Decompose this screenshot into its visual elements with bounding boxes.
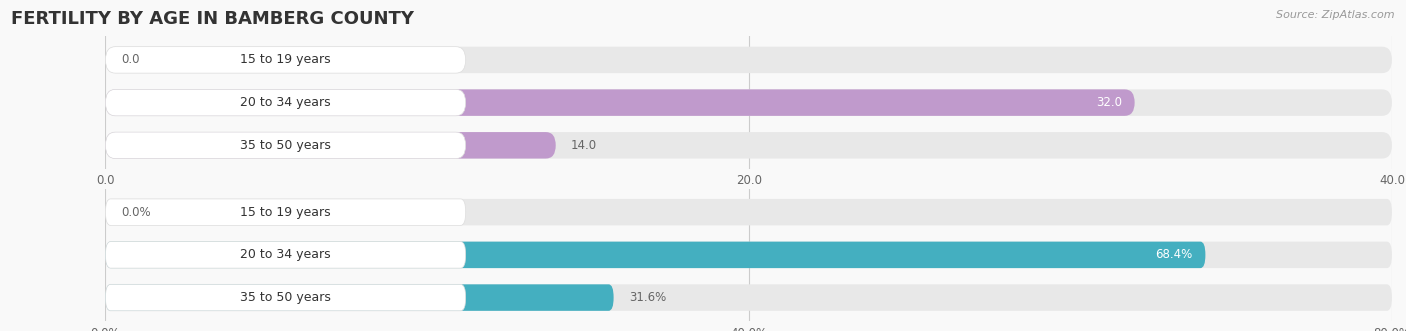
- FancyBboxPatch shape: [105, 284, 465, 311]
- FancyBboxPatch shape: [105, 199, 1392, 225]
- FancyBboxPatch shape: [105, 89, 1135, 116]
- Text: 32.0: 32.0: [1095, 96, 1122, 109]
- Text: FERTILITY BY AGE IN BAMBERG COUNTY: FERTILITY BY AGE IN BAMBERG COUNTY: [11, 10, 415, 28]
- Text: 15 to 19 years: 15 to 19 years: [240, 53, 330, 67]
- FancyBboxPatch shape: [105, 242, 1205, 268]
- FancyBboxPatch shape: [105, 132, 555, 159]
- Text: 31.6%: 31.6%: [628, 291, 666, 304]
- Text: 0.0: 0.0: [121, 53, 139, 67]
- FancyBboxPatch shape: [105, 89, 1392, 116]
- FancyBboxPatch shape: [105, 242, 465, 268]
- Text: 35 to 50 years: 35 to 50 years: [240, 291, 330, 304]
- FancyBboxPatch shape: [105, 284, 613, 311]
- FancyBboxPatch shape: [105, 89, 465, 116]
- FancyBboxPatch shape: [105, 47, 465, 73]
- FancyBboxPatch shape: [105, 47, 1392, 73]
- Text: 20 to 34 years: 20 to 34 years: [240, 248, 330, 261]
- Text: Source: ZipAtlas.com: Source: ZipAtlas.com: [1277, 10, 1395, 20]
- Text: 0.0%: 0.0%: [121, 206, 150, 219]
- Text: 68.4%: 68.4%: [1156, 248, 1192, 261]
- FancyBboxPatch shape: [105, 242, 1392, 268]
- FancyBboxPatch shape: [105, 132, 465, 159]
- Text: 15 to 19 years: 15 to 19 years: [240, 206, 330, 219]
- Text: 35 to 50 years: 35 to 50 years: [240, 139, 330, 152]
- Text: 20 to 34 years: 20 to 34 years: [240, 96, 330, 109]
- FancyBboxPatch shape: [105, 284, 1392, 311]
- FancyBboxPatch shape: [105, 199, 465, 225]
- Text: 14.0: 14.0: [571, 139, 598, 152]
- FancyBboxPatch shape: [105, 132, 1392, 159]
